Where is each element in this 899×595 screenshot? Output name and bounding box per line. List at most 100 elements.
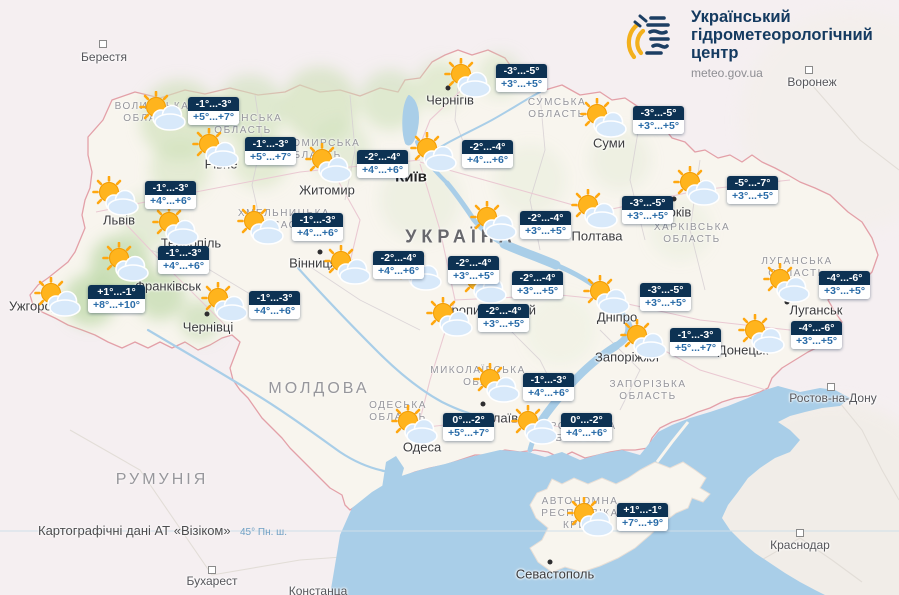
temp-badge: -2°...-4° +4°...+6° bbox=[462, 140, 514, 168]
sun-cloud-icon bbox=[102, 241, 154, 282]
hydromet-logo-icon bbox=[626, 14, 670, 60]
sun-cloud-icon bbox=[426, 296, 478, 337]
city-marker bbox=[317, 249, 323, 255]
temp-day: +3°...+5° bbox=[478, 318, 530, 332]
city-marker bbox=[99, 40, 107, 48]
city-marker bbox=[204, 311, 210, 317]
temp-night: -1°...-3° bbox=[245, 137, 297, 151]
region-label: МИКОЛАЇВСЬКА ОБЛ. bbox=[430, 365, 526, 388]
temp-night: -4°...-6° bbox=[819, 271, 871, 285]
temp-badge: -2°...-4° +3°...+5° bbox=[448, 256, 500, 284]
city-label: Чернівці bbox=[182, 319, 234, 335]
temp-day: +4°...+6° bbox=[145, 195, 197, 209]
city-label: Львів bbox=[102, 212, 136, 228]
sun-cloud-icon bbox=[580, 97, 632, 138]
temp-day: +4°...+6° bbox=[158, 260, 210, 274]
region-label: ХАРКІВСЬКА ОБЛАСТЬ bbox=[653, 222, 731, 245]
sun-cloud-icon bbox=[583, 274, 635, 315]
temp-badge: -3°...-5° +3°...+5° bbox=[622, 196, 674, 224]
temp-badge: -1°...-3° +4°...+6° bbox=[145, 181, 197, 209]
city-label: Констанца bbox=[288, 584, 348, 595]
temp-day: +3°...+5° bbox=[791, 335, 843, 349]
sun-cloud-icon bbox=[673, 165, 725, 206]
temp-night: -5°...-7° bbox=[727, 176, 779, 190]
temp-badge: -1°...-3° +4°...+6° bbox=[523, 373, 575, 401]
temp-night: -1°...-3° bbox=[188, 97, 240, 111]
city-label: Краснодар bbox=[770, 538, 830, 552]
temp-night: -1°...-3° bbox=[158, 246, 210, 260]
sun-cloud-icon bbox=[192, 127, 244, 168]
temp-day: +7°...+9° bbox=[617, 517, 669, 531]
org-name-line2: гідрометеорологічний bbox=[691, 26, 873, 44]
sun-cloud-icon bbox=[305, 142, 357, 183]
city-label: Одеса bbox=[402, 439, 442, 455]
temp-badge: -2°...-4° +4°...+6° bbox=[357, 150, 409, 178]
sun-cloud-icon bbox=[470, 200, 522, 241]
region-label: ЖИТОМИРСЬКАОБЛАСТЬ bbox=[265, 138, 361, 161]
temp-day: +3°...+5° bbox=[819, 285, 871, 299]
sun-cloud-icon bbox=[237, 204, 289, 245]
temp-night: -2°...-4° bbox=[373, 251, 425, 265]
temp-day: +3°...+5° bbox=[448, 270, 500, 284]
latitude-label: 45° Пн. ш. bbox=[240, 527, 287, 538]
region-label: РІВНЕНСЬКА ОБЛАСТЬ bbox=[203, 113, 283, 136]
temp-night: -1°...-3° bbox=[145, 181, 197, 195]
temp-day: +4°...+6° bbox=[249, 305, 301, 319]
temp-day: +3°...+5° bbox=[520, 225, 572, 239]
sun-cloud-icon bbox=[444, 57, 496, 98]
temp-night: -2°...-4° bbox=[512, 271, 564, 285]
temp-day: +4°...+6° bbox=[523, 387, 575, 401]
temp-badge: -4°...-6° +3°...+5° bbox=[819, 271, 871, 299]
temp-day: +4°...+6° bbox=[561, 427, 613, 441]
temp-badge: -3°...-5° +3°...+5° bbox=[640, 283, 692, 311]
city-marker bbox=[480, 401, 486, 407]
city-label: Ужгород bbox=[9, 298, 59, 314]
region-label: ЗАПОРІЗЬКА ОБЛАСТЬ bbox=[609, 379, 687, 402]
temp-badge: -3°...-5° +3°...+5° bbox=[633, 106, 685, 134]
temp-night: -2°...-4° bbox=[357, 150, 409, 164]
dniester-liman bbox=[382, 456, 404, 502]
sun-cloud-icon bbox=[152, 205, 204, 246]
temp-day: +4°...+6° bbox=[462, 154, 514, 168]
temp-badge: -1°...-3° +5°...+7° bbox=[670, 328, 722, 356]
temp-night: -3°...-5° bbox=[496, 64, 548, 78]
temp-night: 0°...-2° bbox=[561, 413, 613, 427]
region-label: СУМСЬКА ОБЛАСТЬ bbox=[527, 97, 587, 120]
city-label: Чернігів bbox=[426, 92, 474, 108]
temp-night: -2°...-4° bbox=[448, 256, 500, 270]
region-label: ЛУГАНСЬКА ОБЛАСТЬ bbox=[761, 256, 833, 279]
website-link[interactable]: meteo.gov.ua bbox=[691, 66, 763, 80]
temp-day: +4°...+6° bbox=[292, 227, 344, 241]
temp-badge: -2°...-4° +3°...+5° bbox=[520, 211, 572, 239]
map-attribution: Картографічні дані АТ «Візіком» bbox=[38, 523, 231, 538]
org-name-line3: центр bbox=[691, 44, 739, 62]
temp-badge: 0°...-2° +5°...+7° bbox=[443, 413, 495, 441]
city-label: Франківськ bbox=[135, 278, 201, 294]
city-label: Бухарест bbox=[186, 574, 238, 588]
temp-badge: -2°...-4° +3°...+5° bbox=[478, 304, 530, 332]
city-label: Луганськ bbox=[789, 302, 843, 318]
temp-night: -1°...-3° bbox=[670, 328, 722, 342]
temp-day: +5°...+7° bbox=[188, 111, 240, 125]
city-marker bbox=[784, 299, 790, 305]
temp-night: -1°...-3° bbox=[292, 213, 344, 227]
city-label: Полтава bbox=[571, 228, 623, 244]
city-label: Воронеж bbox=[787, 75, 837, 89]
temp-night: -2°...-4° bbox=[520, 211, 572, 225]
temp-night: -2°...-4° bbox=[478, 304, 530, 318]
temp-badge: -1°...-3° +4°...+6° bbox=[249, 291, 301, 319]
sun-cloud-icon bbox=[571, 188, 623, 229]
temp-night: +1°...-1° bbox=[617, 503, 669, 517]
temp-day: +8°...+10° bbox=[88, 299, 145, 313]
temp-day: +3°...+5° bbox=[512, 285, 564, 299]
temp-badge: +1°...-1° +8°...+10° bbox=[88, 285, 145, 313]
temp-badge: -5°...-7° +3°...+5° bbox=[727, 176, 779, 204]
city-marker bbox=[796, 529, 804, 537]
temp-day: +5°...+7° bbox=[245, 151, 297, 165]
temp-badge: -2°...-4° +3°...+5° bbox=[512, 271, 564, 299]
country-label: РУМУНІЯ bbox=[115, 471, 209, 488]
city-marker bbox=[827, 383, 835, 391]
logo: Український гідрометеорологічний центр m… bbox=[624, 8, 873, 80]
sun-cloud-icon bbox=[511, 404, 563, 445]
